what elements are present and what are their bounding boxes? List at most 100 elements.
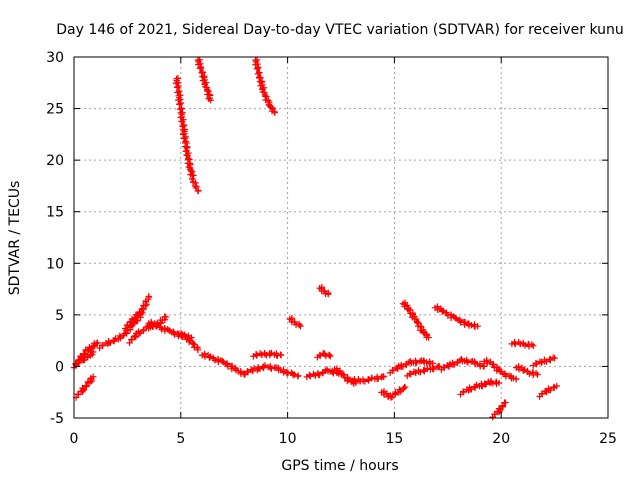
- data-point: [259, 85, 266, 93]
- data-point: [274, 352, 281, 359]
- data-point: [430, 365, 437, 372]
- data-point: [501, 370, 509, 377]
- data-point: [136, 309, 143, 316]
- data-point: [326, 352, 333, 359]
- data-point: [406, 370, 414, 377]
- series-arc-29: [316, 284, 332, 298]
- data-point: [128, 315, 136, 323]
- data-point: [532, 360, 540, 367]
- data-point: [186, 338, 193, 346]
- series-arc-05: [122, 293, 153, 332]
- data-point: [368, 374, 376, 381]
- series-arc-30: [399, 299, 432, 341]
- data-point: [521, 342, 529, 349]
- data-point: [207, 97, 214, 104]
- series-arc-19: [438, 355, 488, 373]
- data-point: [256, 74, 263, 82]
- data-point: [124, 321, 131, 329]
- data-point: [90, 373, 97, 380]
- data-point: [489, 361, 496, 368]
- data-point: [93, 340, 100, 347]
- data-point: [90, 348, 97, 356]
- series-arc-24: [512, 363, 541, 379]
- data-point: [75, 359, 83, 367]
- data-point: [465, 387, 472, 394]
- data-point: [471, 384, 479, 391]
- data-point: [551, 354, 558, 362]
- series-arc-15: [348, 373, 387, 385]
- x-tick-label: 5: [176, 431, 185, 447]
- chart-title: Day 146 of 2021, Sidereal Day-to-day VTE…: [56, 22, 624, 38]
- data-point: [189, 175, 196, 182]
- data-point: [201, 80, 208, 88]
- data-point: [436, 363, 443, 370]
- series-arc-23: [489, 399, 509, 421]
- data-point: [327, 352, 334, 360]
- x-tick-label: 15: [385, 431, 403, 447]
- series-arc-16: [378, 383, 409, 401]
- data-point: [144, 322, 151, 330]
- series-arc-12: [303, 366, 343, 381]
- data-point: [530, 342, 537, 349]
- data-point: [464, 359, 472, 366]
- axis-ticks: [73, 56, 609, 419]
- data-points: [70, 56, 560, 421]
- x-tick-label: 10: [279, 431, 297, 447]
- series-arc-03: [72, 373, 97, 401]
- data-point: [495, 405, 503, 412]
- data-point: [176, 96, 184, 103]
- data-point: [306, 372, 313, 379]
- data-point: [116, 332, 123, 340]
- data-point: [532, 369, 540, 377]
- data-point: [502, 399, 509, 406]
- data-point: [307, 373, 314, 380]
- data-point: [198, 69, 205, 77]
- series-arc-32: [172, 75, 202, 195]
- series-arc-25: [530, 354, 558, 369]
- data-point: [380, 391, 388, 399]
- data-point: [94, 339, 101, 346]
- series-arc-28: [286, 314, 304, 330]
- data-point: [194, 187, 202, 195]
- data-point: [252, 351, 260, 358]
- data-point: [128, 336, 135, 343]
- data-point: [330, 370, 337, 377]
- data-point: [223, 360, 231, 367]
- data-point: [197, 65, 204, 72]
- data-point: [187, 167, 195, 175]
- data-point: [148, 321, 155, 329]
- data-point: [499, 402, 506, 410]
- series-arc-33: [194, 56, 214, 104]
- series-arc-27: [508, 338, 537, 350]
- data-point: [79, 384, 86, 392]
- data-point: [456, 316, 463, 323]
- data-point: [528, 341, 535, 348]
- data-point: [99, 342, 106, 349]
- data-point: [333, 368, 341, 376]
- x-tick-label: 25: [599, 431, 617, 447]
- data-point: [277, 351, 285, 359]
- data-point: [324, 291, 332, 298]
- series-arc-31: [431, 303, 481, 330]
- data-point: [549, 354, 557, 361]
- data-point: [526, 370, 533, 377]
- data-point: [190, 172, 197, 179]
- data-point: [423, 359, 430, 366]
- data-point: [484, 360, 491, 367]
- x-axis-title: GPS time / hours: [281, 458, 398, 474]
- data-point: [468, 321, 475, 329]
- data-point: [380, 373, 387, 380]
- y-tick-label: 0: [55, 359, 64, 375]
- series-arc-26: [536, 382, 560, 400]
- data-point: [434, 306, 442, 314]
- data-point: [351, 376, 358, 384]
- data-point: [75, 391, 82, 398]
- data-point: [145, 293, 152, 300]
- data-point: [268, 365, 275, 372]
- data-point: [82, 382, 90, 390]
- data-point: [297, 323, 304, 330]
- data-point: [401, 383, 409, 391]
- data-point: [491, 411, 498, 418]
- data-point: [295, 372, 302, 379]
